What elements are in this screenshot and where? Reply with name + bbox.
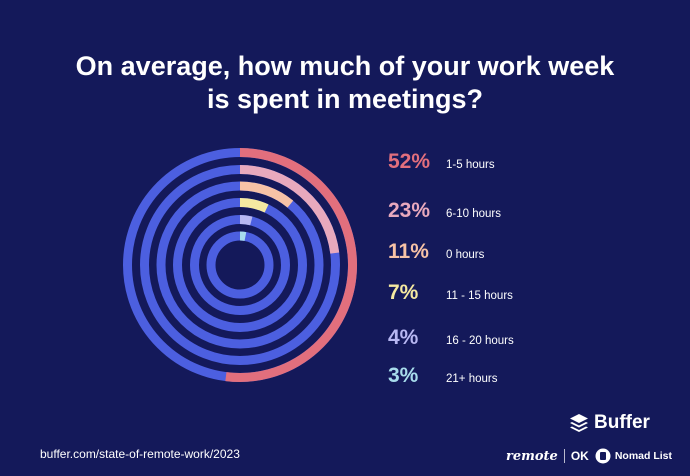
nomad-list-icon [595, 448, 611, 464]
ring-arc-6-10-hours [239, 165, 340, 254]
ring-track [156, 181, 324, 349]
legend-label: 6-10 hours [446, 208, 501, 220]
chart-title: On average, how much of your work week i… [0, 50, 690, 116]
legend-label: 11 - 15 hours [446, 290, 513, 302]
legend-label: 21+ hours [446, 373, 498, 385]
legend-pct: 52% [388, 150, 431, 173]
partner-divider [563, 449, 565, 463]
buffer-stack-icon [570, 414, 588, 432]
ok-logo: OK [570, 449, 589, 463]
ring-arc-21-hours [239, 231, 247, 241]
ring-track [206, 231, 274, 299]
legend-item-6-10-hours: 23% 6-10 hours [388, 199, 501, 223]
ring-arc-1-5-hours [225, 148, 358, 382]
legend-item-16-20-hours: 4% 16 - 20 hours [388, 326, 514, 350]
remote-logo: remote [506, 448, 558, 464]
radial-bar-chart [123, 148, 358, 382]
legend-pct: 3% [388, 364, 419, 387]
source-url: buffer.com/state-of-remote-work/2023 [40, 447, 240, 461]
title-line-2: is spent in meetings? [206, 84, 484, 114]
buffer-logo: Buffer [568, 412, 650, 434]
title-line-1: On average, how much of your work week [75, 51, 615, 81]
legend-label: 16 - 20 hours [446, 335, 514, 347]
nomad-list-text: Nomad List [614, 450, 672, 462]
buffer-brand-name: Buffer [594, 412, 650, 433]
legend-item-1-5-hours: 52% 1-5 hours [388, 150, 495, 174]
legend-pct: 7% [388, 281, 419, 304]
legend-pct: 4% [388, 326, 419, 349]
legend-pct: 23% [388, 199, 431, 222]
ring-arc-16-20-hours [239, 215, 253, 226]
partner-logos: remote OK Nomad List [506, 448, 672, 464]
legend-label: 1-5 hours [446, 159, 495, 171]
nomad-list-logo: Nomad List [595, 448, 672, 464]
legend-label: 0 hours [446, 249, 485, 261]
legend-item-0-hours: 11% 0 hours [388, 240, 484, 264]
legend-item-21-hours: 3% 21+ hours [388, 364, 497, 388]
legend-pct: 11% [388, 240, 429, 263]
ring-arc-0-hours [239, 181, 294, 208]
ring-arc-11-15-hours [239, 198, 269, 213]
legend-item-11-15-hours: 7% 11 - 15 hours [388, 281, 513, 305]
